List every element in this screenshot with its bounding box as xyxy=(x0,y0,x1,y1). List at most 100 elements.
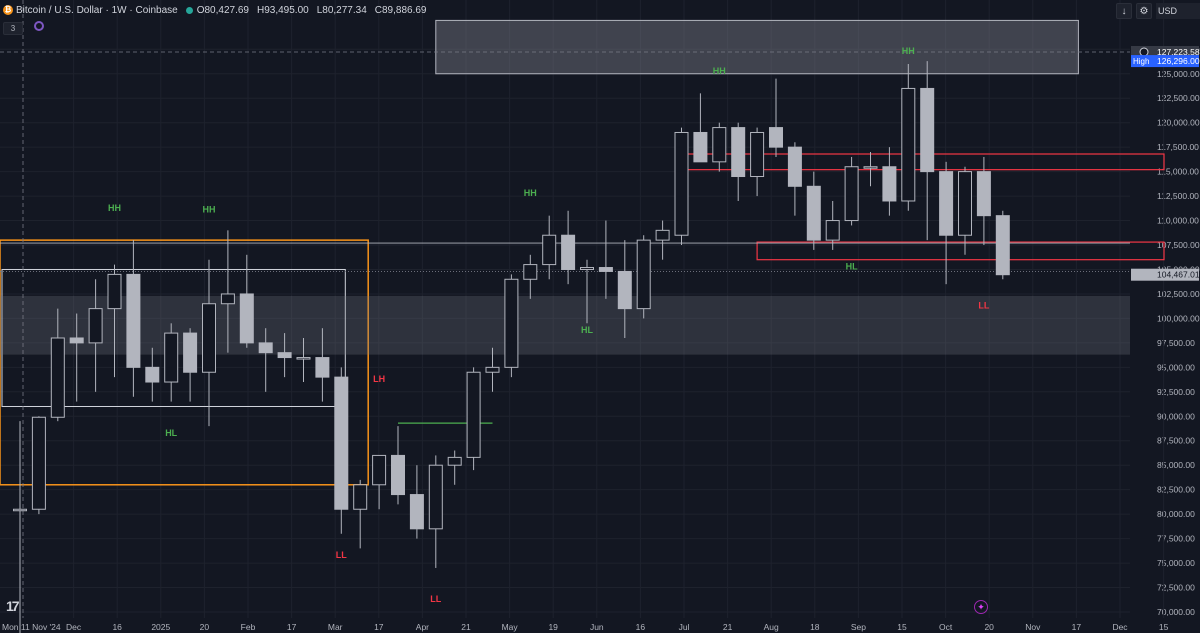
swing-label: LL xyxy=(978,301,989,311)
candle-body xyxy=(353,484,368,510)
last-price-label: 104,467.01 xyxy=(1157,270,1200,280)
price-tick-label: 125,000.00 xyxy=(1157,69,1200,79)
swing-label: HL xyxy=(581,325,593,335)
candle-body xyxy=(769,127,783,148)
swing-label: HH xyxy=(902,46,915,56)
candle-body xyxy=(939,171,954,236)
candle-body xyxy=(107,273,122,310)
download-icon[interactable]: ↓ xyxy=(1116,3,1132,19)
candle-body xyxy=(598,267,613,272)
time-tick-label: 2025 xyxy=(151,622,170,632)
candle-body xyxy=(428,464,443,530)
crosshair-price-label: 127,223.58 xyxy=(1157,47,1200,57)
candle-body xyxy=(674,131,689,236)
candle-body xyxy=(334,376,349,510)
swing-label: LL xyxy=(430,594,441,604)
candle-body xyxy=(239,293,254,344)
candle-body xyxy=(655,229,670,241)
price-tick-label: 120,000.00 xyxy=(1157,118,1200,128)
time-tick-label: 17 xyxy=(1072,622,1082,632)
price-tick-label: 70,000.00 xyxy=(1157,607,1195,617)
magic-icon[interactable]: ✦ xyxy=(974,600,988,614)
candle-body xyxy=(901,87,916,202)
candle-body xyxy=(580,267,594,270)
candle-body xyxy=(485,366,500,373)
time-tick-label: Dec xyxy=(66,622,82,632)
candle-body xyxy=(561,234,576,270)
swing-label: LL xyxy=(336,550,347,560)
price-tick-label: 102,500.00 xyxy=(1157,289,1200,299)
swing-label: HH xyxy=(108,203,121,213)
settings-icon[interactable]: ⚙ xyxy=(1136,3,1152,19)
indicator-icon[interactable] xyxy=(34,21,44,31)
price-tick-label: 110,000.00 xyxy=(1157,216,1199,226)
time-tick-label: Apr xyxy=(416,622,429,632)
candle-body xyxy=(731,127,746,178)
swing-label: HH xyxy=(713,66,726,76)
swing-label: HL xyxy=(165,428,177,438)
currency-button[interactable]: USD xyxy=(1156,3,1200,19)
candle-body xyxy=(202,303,216,373)
candle-body xyxy=(31,416,46,510)
candle-body xyxy=(976,171,991,217)
candle-body xyxy=(88,308,103,344)
candle-body xyxy=(806,185,821,241)
price-tick-label: 112,500.00 xyxy=(1157,191,1199,201)
swing-label: HH xyxy=(203,205,216,215)
candle-body xyxy=(750,131,765,178)
high-price-tag xyxy=(1131,55,1199,68)
price-tick-label: 82,500.00 xyxy=(1157,485,1195,495)
add-alert-icon[interactable] xyxy=(1139,47,1149,57)
price-tick-label: 77,500.00 xyxy=(1157,534,1195,544)
time-tick-label: Nov xyxy=(1025,622,1041,632)
candle-body xyxy=(13,508,27,512)
candle-body xyxy=(145,366,160,383)
indicators-count: 3 xyxy=(10,24,16,33)
price-tick-label: 87,500.00 xyxy=(1157,436,1195,446)
candle-body xyxy=(995,215,1010,276)
symbol-header: ₿ Bitcoin / U.S. Dollar · 1W · Coinbase … xyxy=(0,0,434,20)
price-tick-label: 85,000.00 xyxy=(1157,460,1195,470)
time-tick-label: 20 xyxy=(984,622,994,632)
ohlc-close: C89,886.69 xyxy=(374,4,427,16)
swing-label: HH xyxy=(524,188,537,198)
white-range-box xyxy=(1,268,346,407)
time-tick-label: Mar xyxy=(328,622,343,632)
symbol-title[interactable]: Bitcoin / U.S. Dollar · 1W · Coinbase xyxy=(16,4,178,16)
time-tick-label: 15 xyxy=(1159,622,1169,632)
time-tick-label: 17 xyxy=(287,622,297,632)
candle-body xyxy=(693,131,708,163)
gray-top-zone xyxy=(435,19,1079,75)
price-tick-label: 107,500.00 xyxy=(1157,240,1200,250)
candle-body xyxy=(617,270,632,310)
candle-body xyxy=(636,239,651,310)
candle-body xyxy=(920,87,935,173)
candle-body xyxy=(69,337,84,344)
high-tag-label: High xyxy=(1133,57,1149,66)
price-tick-label: 92,500.00 xyxy=(1157,387,1195,397)
candle-body xyxy=(277,352,292,359)
time-tick-label: Mon 11 Nov '24 xyxy=(2,622,61,632)
price-tick-label: 115,000.00 xyxy=(1157,167,1199,177)
time-tick-label: Feb xyxy=(241,622,256,632)
tradingview-logo-icon[interactable]: 17 xyxy=(6,598,20,614)
candle-body xyxy=(126,273,141,368)
time-tick-label: Jul xyxy=(679,622,690,632)
candle-body xyxy=(882,166,897,202)
crosshair-price-tag xyxy=(1131,46,1199,58)
orange-range-box xyxy=(0,239,369,486)
candle-body xyxy=(447,456,462,466)
price-tick-label: 75,000.00 xyxy=(1157,558,1195,568)
time-tick-label: 15 xyxy=(897,622,907,632)
last-price-tag xyxy=(1131,268,1199,281)
time-tick-label: Sep xyxy=(851,622,866,632)
swing-label: HL xyxy=(846,261,858,271)
bitcoin-logo-icon: ₿ xyxy=(3,5,13,15)
candle-body xyxy=(164,332,179,383)
ohlc-low: L80,277.34 xyxy=(316,4,367,16)
time-tick-label: 20 xyxy=(200,622,210,632)
indicators-toggle[interactable]: 3 xyxy=(3,22,23,35)
candle-body xyxy=(409,494,424,530)
candle-body xyxy=(50,337,65,418)
